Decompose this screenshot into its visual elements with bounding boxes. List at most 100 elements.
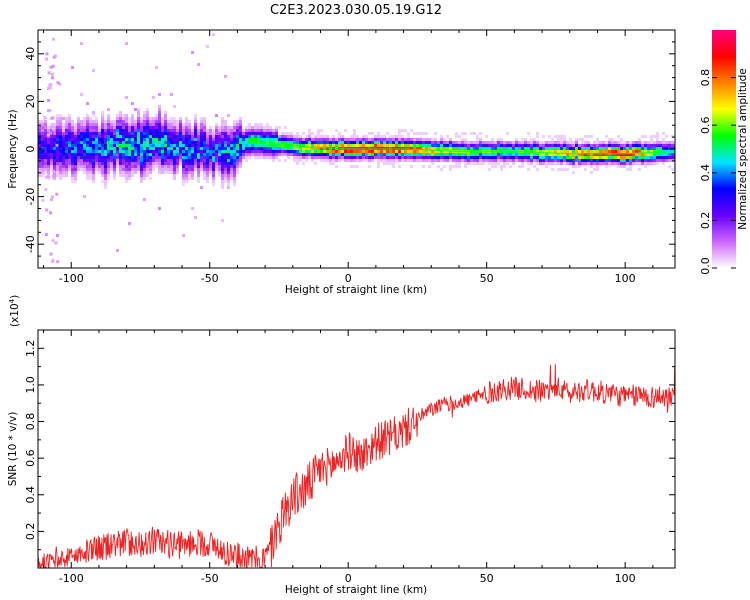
heat-cell xyxy=(86,171,89,174)
heat-cell xyxy=(509,147,512,150)
heat-cell xyxy=(308,147,311,150)
heat-cell xyxy=(176,156,179,159)
heat-cell xyxy=(644,159,647,162)
heat-cell xyxy=(197,138,200,141)
heat-cell xyxy=(92,69,95,72)
heat-cell xyxy=(608,162,611,165)
heat-cell xyxy=(524,156,527,159)
heat-cell xyxy=(116,144,119,147)
heat-cell xyxy=(377,156,380,159)
heat-cell xyxy=(107,123,110,126)
heat-cell xyxy=(125,165,128,168)
heat-cell xyxy=(404,129,407,132)
heat-cell xyxy=(122,123,125,126)
heat-cell xyxy=(62,117,65,120)
heat-cell xyxy=(242,132,245,135)
heat-cell xyxy=(179,138,182,141)
heat-cell xyxy=(131,174,134,177)
heat-cell xyxy=(548,147,551,150)
heat-cell xyxy=(194,126,197,129)
heat-cell xyxy=(530,153,533,156)
heat-cell xyxy=(146,171,149,174)
heat-cell xyxy=(56,174,59,177)
heat-cell xyxy=(77,147,80,150)
heat-cell xyxy=(476,138,479,141)
heat-cell xyxy=(341,141,344,144)
heat-cell xyxy=(506,156,509,159)
heat-cell xyxy=(191,129,194,132)
heat-cell xyxy=(71,135,74,138)
heat-cell xyxy=(92,153,95,156)
heat-cell xyxy=(434,144,437,147)
heat-cell xyxy=(182,138,185,141)
heat-cell xyxy=(80,156,83,159)
heat-cell xyxy=(113,171,116,174)
heat-cell xyxy=(134,120,137,123)
x-tick-label: 50 xyxy=(480,572,494,585)
heat-cell xyxy=(431,153,434,156)
heat-cell xyxy=(143,159,146,162)
heat-cell xyxy=(125,117,128,120)
heat-cell xyxy=(320,150,323,153)
heat-cell xyxy=(230,177,233,180)
heat-cell xyxy=(152,156,155,159)
heat-cell xyxy=(254,150,257,153)
heat-cell xyxy=(113,123,116,126)
heat-cell xyxy=(425,150,428,153)
heat-cell xyxy=(656,135,659,138)
heat-cell xyxy=(203,135,206,138)
heat-cell xyxy=(632,162,635,165)
heat-cell xyxy=(482,153,485,156)
heat-cell xyxy=(437,159,440,162)
heat-cell xyxy=(212,132,215,135)
heat-cell xyxy=(140,156,143,159)
heat-cell xyxy=(422,153,425,156)
heat-cell xyxy=(233,153,236,156)
heat-cell xyxy=(122,159,125,162)
heat-cell xyxy=(233,168,236,171)
heat-cell xyxy=(260,153,263,156)
heat-cell xyxy=(242,129,245,132)
heat-cell xyxy=(269,156,272,159)
heat-cell xyxy=(191,171,194,174)
heat-cell xyxy=(101,132,104,135)
heat-cell xyxy=(293,150,296,153)
y-tick-label: 0.4 xyxy=(24,486,37,504)
heat-cell xyxy=(620,153,623,156)
heat-cell xyxy=(533,141,536,144)
heat-cell xyxy=(245,159,248,162)
heat-cell xyxy=(392,135,395,138)
heat-cell xyxy=(554,147,557,150)
heat-cell xyxy=(206,135,209,138)
heat-cell xyxy=(464,132,467,135)
heat-cell xyxy=(605,141,608,144)
heat-cell xyxy=(59,120,62,123)
heat-cell xyxy=(86,147,89,150)
heat-cell xyxy=(479,144,482,147)
heat-cell xyxy=(143,114,146,117)
heat-cell xyxy=(587,162,590,165)
heat-cell xyxy=(581,141,584,144)
heat-cell xyxy=(419,141,422,144)
heat-cell xyxy=(290,141,293,144)
heat-cell xyxy=(536,162,539,165)
y-tick-label: -20 xyxy=(24,188,37,206)
heat-cell xyxy=(233,183,236,186)
heat-cell xyxy=(134,126,137,129)
heat-cell xyxy=(590,144,593,147)
heat-cell xyxy=(116,249,119,252)
heat-cell xyxy=(407,132,410,135)
spectrogram-x-axis-label: Height of straight line (km) xyxy=(285,284,427,296)
heat-cell xyxy=(65,117,68,120)
heat-cell xyxy=(146,114,149,117)
heat-cell xyxy=(170,162,173,165)
heat-cell xyxy=(164,117,167,120)
heat-cell xyxy=(212,147,215,150)
heat-cell xyxy=(299,147,302,150)
heat-cell xyxy=(359,156,362,159)
heat-cell xyxy=(347,150,350,153)
heat-cell xyxy=(476,144,479,147)
heat-cell xyxy=(209,126,212,129)
heat-cell xyxy=(188,120,191,123)
heat-cell xyxy=(122,165,125,168)
